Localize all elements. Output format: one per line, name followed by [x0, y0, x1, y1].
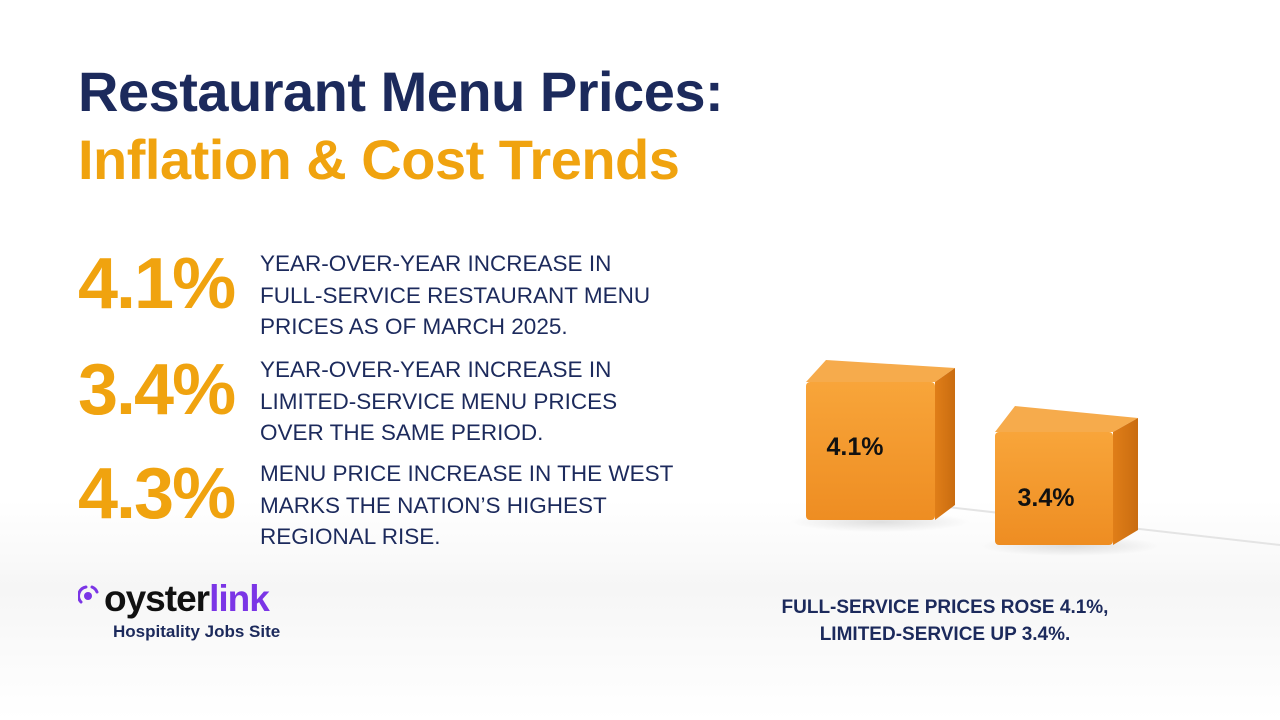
- stat-description: Year-over-year increase in limited-servi…: [260, 357, 618, 445]
- stat-value: 4.1%: [78, 244, 236, 324]
- logo-mark-icon: [78, 585, 99, 604]
- cube-top: [806, 360, 955, 382]
- logo-wordmark: oysterlink: [104, 578, 270, 619]
- cube-label: 3.4%: [1018, 484, 1075, 512]
- stat-description: Menu price increase in the West marks th…: [260, 461, 673, 549]
- cube-full-service: 4.1%: [806, 360, 955, 520]
- stat-west-region: 4.3% Menu price increase in the West mar…: [78, 458, 758, 554]
- cube-side: [1113, 418, 1138, 545]
- stat-full-service: 4.1% Year-over-year increase in full-ser…: [78, 248, 758, 344]
- title-line2: Inflation & Cost Trends: [78, 128, 680, 191]
- cube-label: 4.1%: [827, 433, 884, 461]
- cube-front: [995, 432, 1113, 545]
- title-line1: Restaurant Menu Prices:: [78, 60, 724, 123]
- cube-front: [806, 382, 935, 520]
- caption-line2: LIMITED-SERVICE UP 3.4%.: [819, 624, 1071, 645]
- logo-tagline: Hospitality Jobs Site: [113, 622, 281, 641]
- caption-line1: FULL-SERVICE PRICES ROSE 4.1%,: [781, 597, 1109, 618]
- chart-caption: FULL-SERVICE PRICES ROSE 4.1%, LIMITED-S…: [760, 594, 1130, 648]
- cube-limited-service: 3.4%: [995, 406, 1138, 545]
- cube-top: [995, 406, 1138, 432]
- cube-side: [935, 368, 955, 520]
- logo-word-link: link: [209, 578, 270, 619]
- logo-word-oyster: oyster: [104, 578, 210, 619]
- stat-value: 4.3%: [78, 454, 236, 534]
- stat-value: 3.4%: [78, 350, 236, 430]
- stat-limited-service: 3.4% Year-over-year increase in limited-…: [78, 354, 758, 450]
- stat-description: Year-over-year increase in full-service …: [260, 251, 651, 339]
